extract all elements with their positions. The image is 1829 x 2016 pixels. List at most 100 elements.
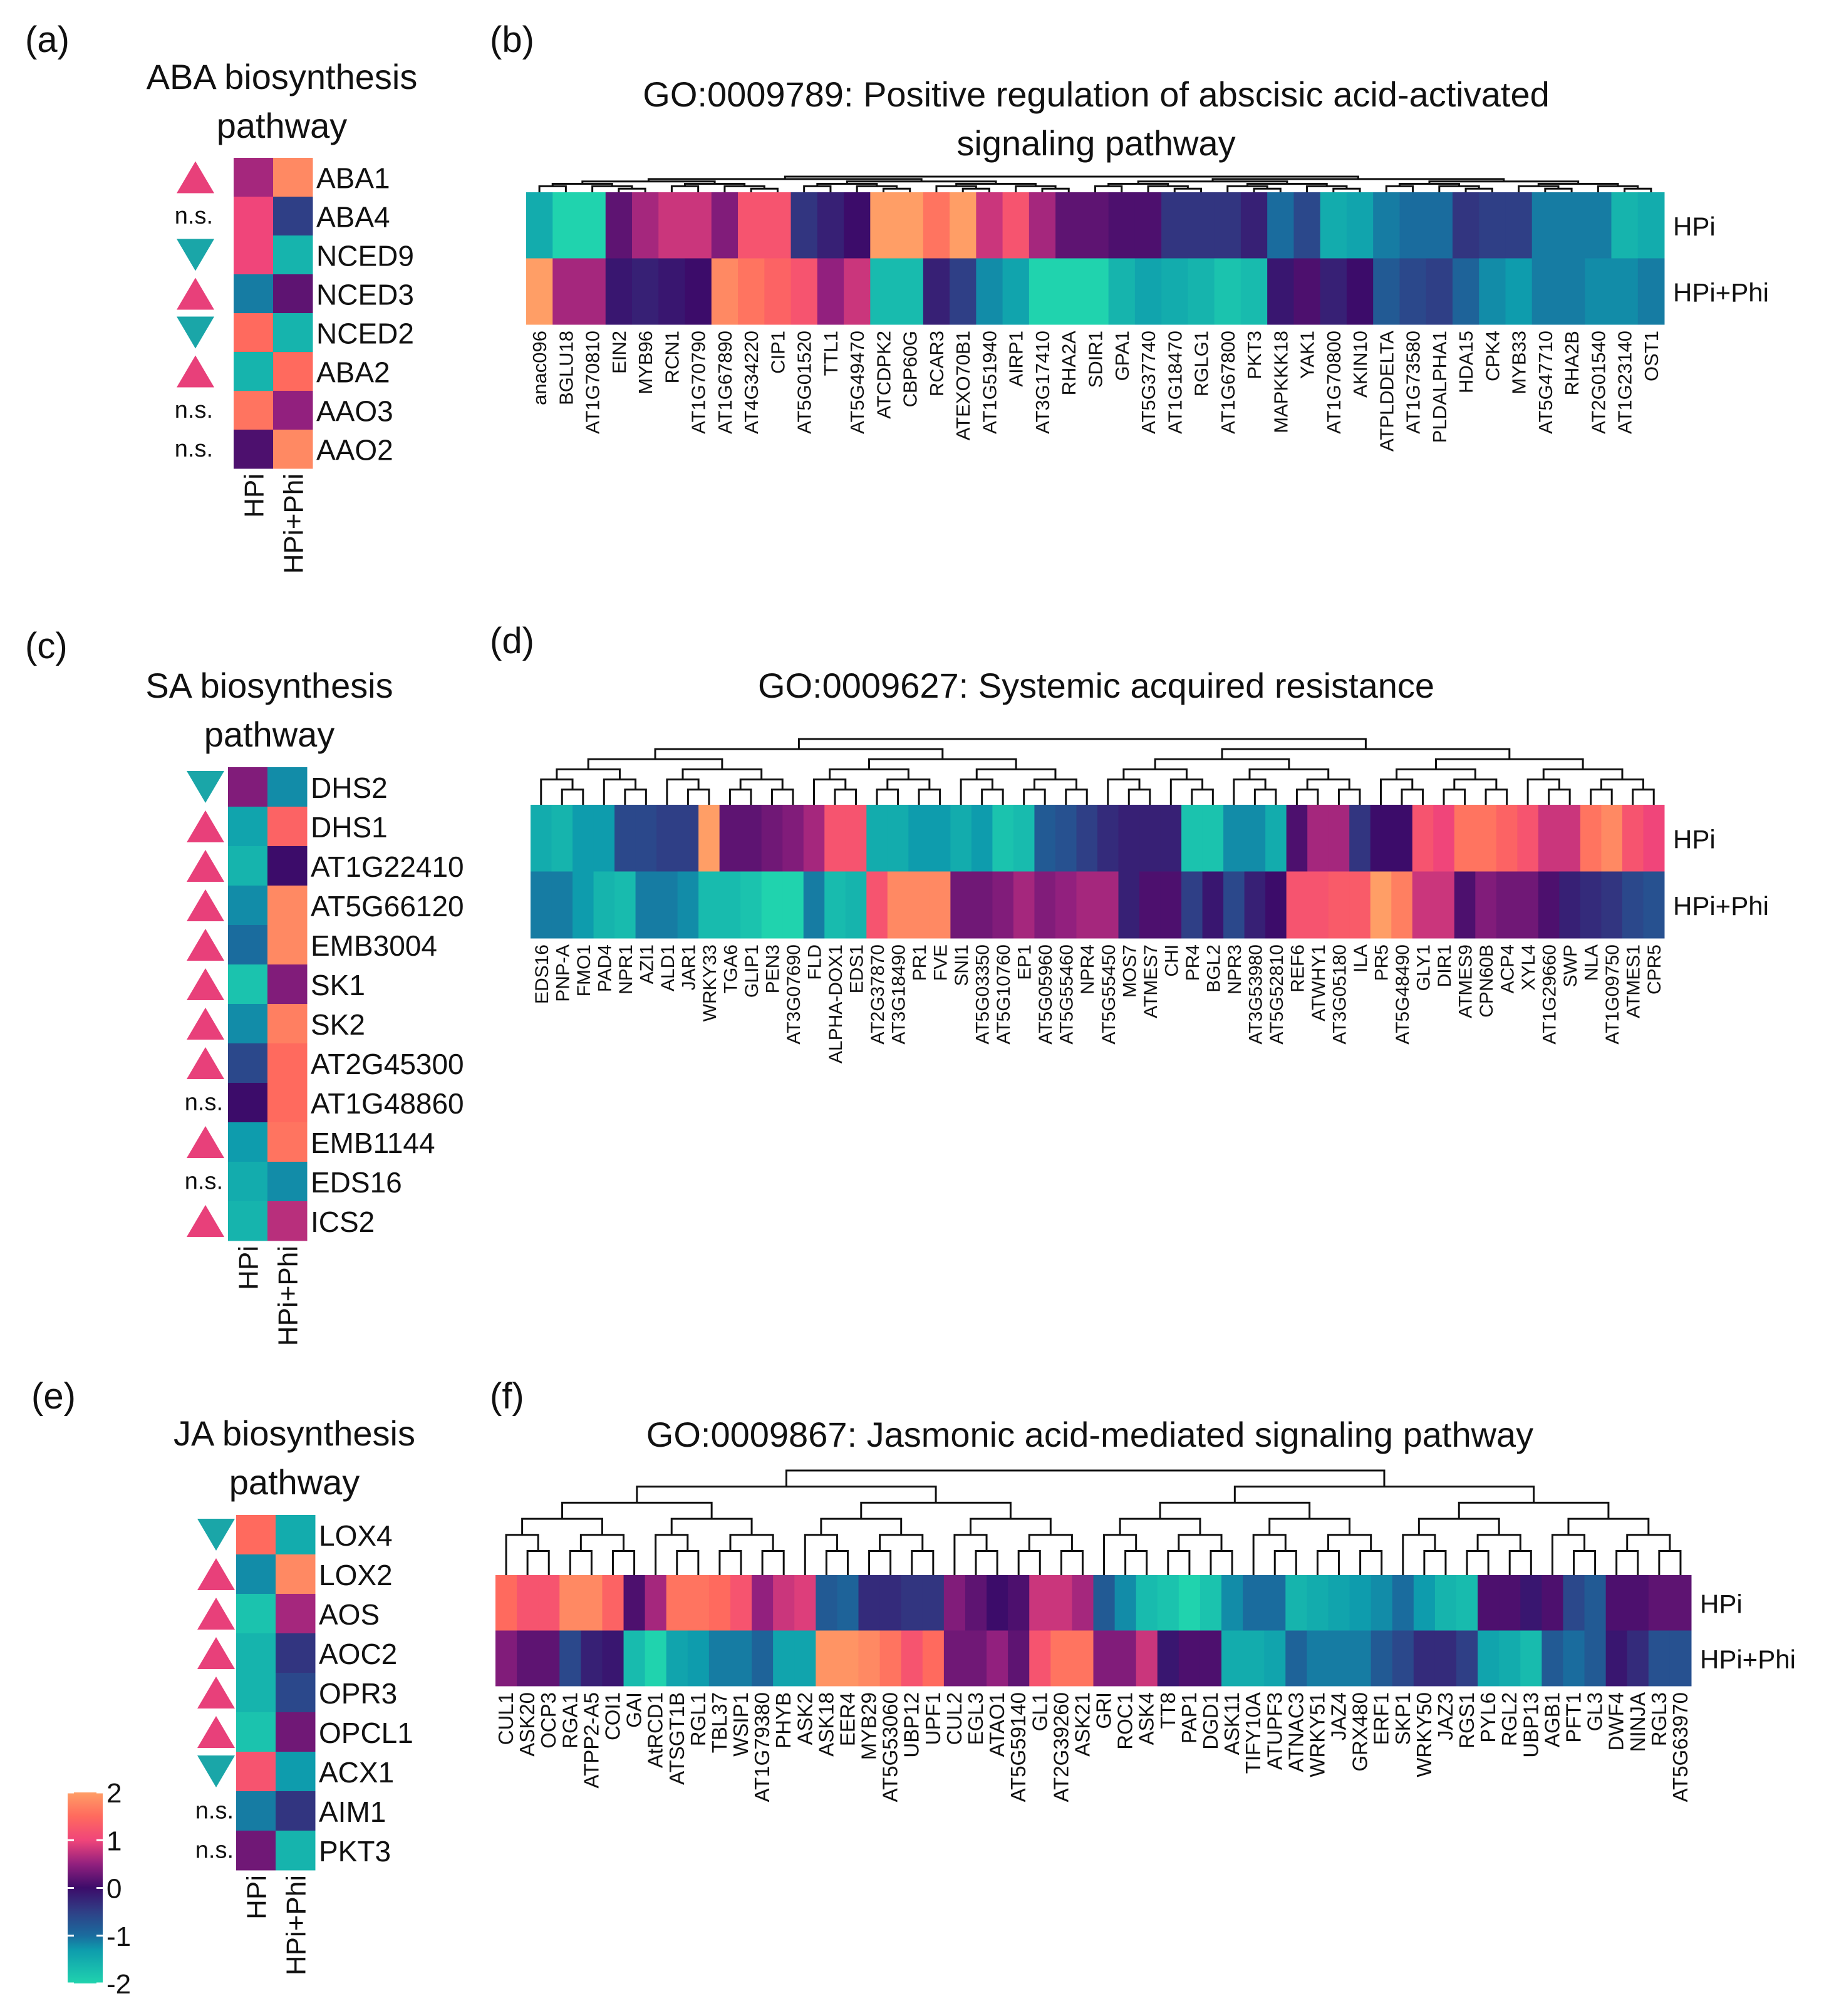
dendrogram-branch — [1658, 1549, 1682, 1575]
heatmap-cell — [1505, 192, 1533, 259]
heatmap-cell — [1558, 258, 1585, 325]
heatmap-cell — [738, 258, 765, 325]
colorbar-tick-label: -1 — [106, 1921, 131, 1952]
gene-label: ATMES7 — [1141, 944, 1161, 1018]
heatmap-cell — [1373, 192, 1400, 259]
heatmap-cell — [794, 1575, 816, 1631]
gene-label: FVE — [931, 944, 951, 981]
gene-label: EER4 — [836, 1692, 859, 1746]
panel-a-title-line2: pathway — [216, 106, 348, 145]
dendrogram-branch — [687, 788, 710, 805]
heatmap-cell — [1157, 1630, 1179, 1687]
down-triangle-icon — [177, 239, 214, 271]
heatmap-cell — [228, 925, 268, 965]
heatmap-cell — [1328, 1575, 1350, 1631]
heatmap-cell — [234, 313, 274, 353]
heatmap-cell — [764, 258, 792, 325]
heatmap-cell — [719, 805, 741, 872]
heatmap-cell — [276, 1752, 316, 1792]
dendrogram-branch — [1119, 1517, 1201, 1535]
dendrogram-branch — [1508, 1549, 1532, 1575]
heatmap-cell — [1264, 1630, 1286, 1687]
heatmap-cell — [1601, 871, 1623, 939]
up-triangle-icon — [187, 1126, 224, 1158]
not-significant-label: n.s. — [175, 436, 213, 462]
heatmap-cell — [623, 1630, 646, 1687]
heatmap-cell — [517, 1630, 539, 1687]
heatmap-cell — [228, 886, 268, 926]
heatmap-cell — [887, 871, 909, 939]
heatmap-cell — [1161, 258, 1188, 325]
gene-label: LOX4 — [319, 1519, 393, 1552]
heatmap-cell — [228, 1201, 268, 1241]
heatmap-cell — [844, 192, 871, 259]
gene-label: EIN2 — [608, 331, 630, 374]
dendrogram-branch — [879, 1534, 924, 1551]
heatmap-cell — [1584, 1630, 1607, 1687]
gene-label: AT2G45300 — [311, 1048, 464, 1080]
heatmap-cell — [1346, 258, 1374, 325]
gene-label: AT2G01540 — [1587, 331, 1609, 434]
dendrogram-branch — [655, 1534, 689, 1575]
heatmap-cell — [236, 1633, 276, 1673]
dendrogram-branch — [540, 778, 574, 805]
heatmap-cell — [228, 767, 268, 807]
heatmap-cell — [228, 1122, 268, 1162]
heatmap-cell — [1097, 805, 1119, 872]
down-triangle-icon — [187, 771, 224, 803]
gene-label: EMB1144 — [311, 1127, 435, 1159]
not-significant-label: n.s. — [175, 203, 213, 229]
condition-label: HPi — [234, 1246, 264, 1290]
gene-label: AIM1 — [319, 1796, 386, 1828]
gene-label: anac096 — [529, 331, 551, 405]
dendrogram-branch — [1169, 778, 1204, 805]
gene-label: AT5G55460 — [1057, 944, 1077, 1045]
gene-label: AtRCD1 — [644, 1692, 667, 1768]
heatmap-cell — [551, 871, 573, 939]
dendrogram-branch — [1518, 185, 1560, 192]
heatmap-cell — [1243, 1630, 1265, 1687]
heatmap-cell — [228, 1162, 268, 1202]
heatmap-cell — [1585, 258, 1612, 325]
heatmap-cell — [1475, 871, 1497, 939]
heatmap-cell — [1178, 1575, 1201, 1631]
heatmap-cell — [267, 767, 308, 807]
gene-label: AT5G10760 — [993, 944, 1014, 1045]
heatmap-cell — [730, 1630, 752, 1687]
heatmap-cell — [228, 964, 268, 1005]
heatmap-cell — [950, 192, 977, 259]
heatmap-cell — [267, 1162, 308, 1202]
heatmap-cell — [1136, 1630, 1158, 1687]
dendrogram-branch — [750, 187, 779, 192]
heatmap-cell — [896, 192, 924, 259]
gene-label: WSIP1 — [729, 1692, 752, 1757]
heatmap-cell — [887, 805, 909, 872]
gene-label: SWP — [1560, 944, 1581, 987]
gene-label: AT5G48490 — [1392, 944, 1413, 1045]
heatmap-cell — [1627, 1630, 1649, 1687]
gene-label: TTL1 — [820, 331, 842, 376]
dendrogram-branch — [611, 1549, 636, 1575]
heatmap-cell — [740, 871, 762, 939]
heatmap-cell — [602, 1630, 624, 1687]
heatmap-cell — [1244, 871, 1266, 939]
dendrogram-branch — [860, 1501, 1012, 1519]
heatmap-cell — [1627, 1575, 1649, 1631]
heatmap-cell — [1496, 871, 1518, 939]
heatmap-cell — [1584, 1575, 1607, 1631]
heatmap-cell — [764, 192, 792, 259]
heatmap-cell — [950, 258, 977, 325]
dendrogram-branch — [538, 185, 567, 192]
dendrogram-branch — [505, 1534, 539, 1575]
heatmap-cell — [228, 1083, 268, 1123]
heatmap-cell — [1370, 1575, 1393, 1631]
heatmap-cell — [858, 1575, 881, 1631]
heatmap-cell — [1520, 1575, 1542, 1631]
colorbar-tick-label: 2 — [106, 1778, 122, 1809]
dendrogram-branch — [1295, 788, 1319, 805]
panel-c-title: SA biosynthesis pathway — [100, 661, 438, 759]
heatmap-cell — [1286, 805, 1308, 872]
heatmap-cell — [1293, 258, 1321, 325]
heatmap-cell — [602, 1575, 624, 1631]
dendrogram-branch — [676, 1549, 700, 1575]
